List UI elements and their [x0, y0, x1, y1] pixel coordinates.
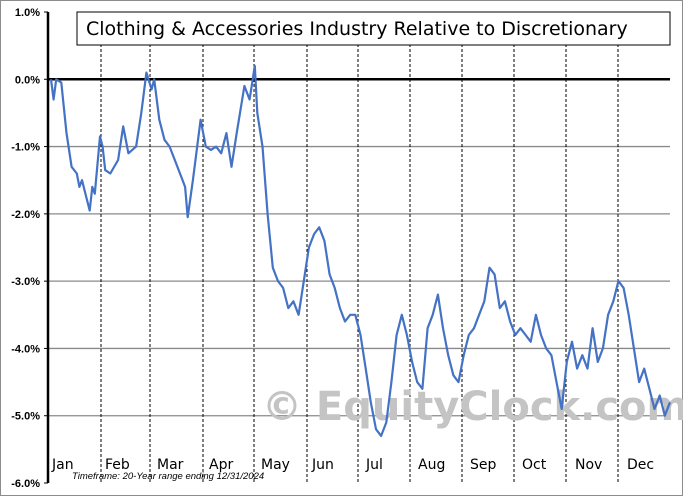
y-tick-label: -5.0% [11, 411, 40, 423]
chart-title: Clothing & Accessories Industry Relative… [86, 18, 628, 40]
y-tick-label: 0.0% [15, 74, 40, 86]
y-tick-label: -4.0% [11, 343, 40, 355]
month-label: Dec [627, 457, 654, 473]
watermark: © EquityClock.com [262, 384, 683, 430]
series-line [49, 64, 672, 437]
month-label: May [261, 457, 290, 473]
month-label: Jul [365, 457, 383, 473]
month-label: Oct [522, 457, 547, 473]
y-tick-label: -2.0% [11, 209, 40, 221]
title-box [76, 11, 671, 46]
month-label: Jun [311, 457, 334, 473]
timeframe-note: Timeframe: 20-Year range ending 12/31/20… [72, 471, 264, 482]
month-label: Mar [157, 457, 184, 473]
x-axis-month-labels: Jan Feb Mar Apr May Jun Jul Aug Sep Oct Nov Dec [51, 457, 654, 473]
y-tick-label: 1.0% [15, 7, 40, 19]
y-tick-label: -1.0% [11, 142, 40, 154]
month-label: Aug [418, 457, 445, 473]
gridlines [48, 145, 670, 417]
month-label: Sep [470, 457, 497, 473]
month-dividers [100, 14, 619, 483]
y-axis: 1.0% 0.0% -1.0% -2.0% -3.0% -4.0% -5.0% -6.0% [11, 7, 670, 490]
month-label: Feb [105, 457, 130, 473]
month-label: Nov [575, 457, 602, 473]
y-tick-label: -6.0% [11, 478, 40, 490]
y-tick-label: -3.0% [11, 276, 40, 288]
month-label: Apr [209, 457, 233, 473]
month-label: Jan [51, 457, 74, 473]
